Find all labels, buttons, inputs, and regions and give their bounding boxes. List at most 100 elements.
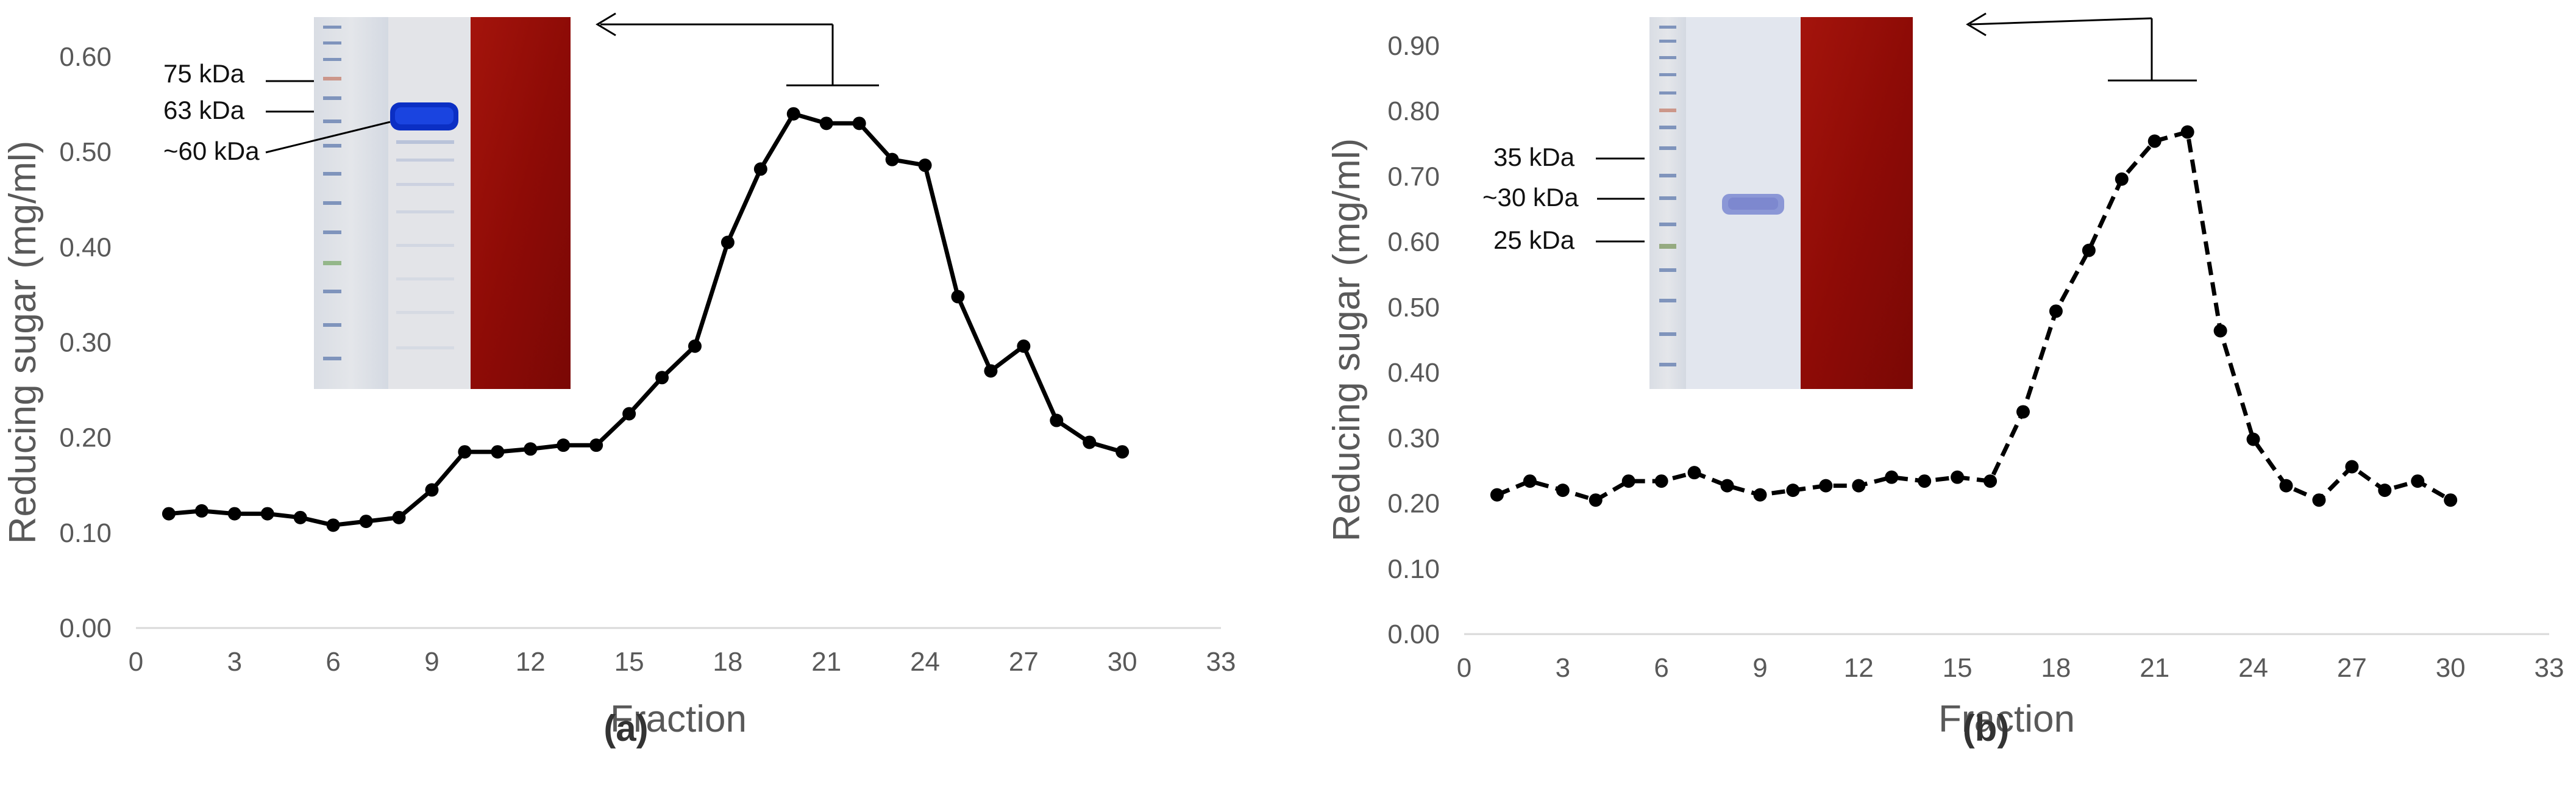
data-point xyxy=(688,339,702,353)
data-point xyxy=(2345,460,2359,474)
series-line-a xyxy=(168,112,1123,527)
svg-text:25 kDa: 25 kDa xyxy=(1493,226,1575,254)
data-point xyxy=(2115,172,2129,186)
data-point xyxy=(819,116,833,130)
data-point xyxy=(1621,474,1635,488)
y-tick-label: 0.00 xyxy=(1387,619,1440,649)
x-tick-label: 27 xyxy=(2337,653,2367,683)
y-tick-label: 0.40 xyxy=(1387,358,1440,388)
y-tick-label: 0.50 xyxy=(59,137,112,167)
svg-text:~30 kDa: ~30 kDa xyxy=(1482,183,1579,212)
x-tick-label: 9 xyxy=(424,647,439,677)
x-axis-title-b: Fraction xyxy=(1938,698,2075,740)
data-point xyxy=(2016,405,2030,419)
y-tick-label: 0.50 xyxy=(1387,293,1440,323)
y-tick-label: 0.70 xyxy=(1387,162,1440,191)
series-line-b xyxy=(1496,130,2452,502)
y-tick-label: 0.20 xyxy=(1387,489,1440,519)
data-point xyxy=(951,290,965,304)
x-tick-label: 33 xyxy=(2535,653,2564,683)
data-point xyxy=(655,371,669,385)
x-tick-label: 3 xyxy=(1556,653,1570,683)
data-point xyxy=(622,407,636,421)
panel-b: 0 3 6 9 12 15 18 21 24 27 30 33 0.00 0.10 0.20 0.30 0.40… xyxy=(1326,12,2564,749)
kda-marker-35-b: 35 kDa xyxy=(1493,143,1645,171)
x-tick-label: 27 xyxy=(1009,647,1039,677)
data-point xyxy=(885,152,899,166)
x-tick-label: 21 xyxy=(2140,653,2169,683)
kda-marker-60-a: ~60 kDa xyxy=(163,121,391,165)
x-axis-title-a: Fraction xyxy=(610,698,747,740)
data-point xyxy=(2213,324,2227,338)
x-tick-label: 0 xyxy=(129,647,143,677)
x-tick-label: 18 xyxy=(2041,653,2071,683)
kda-marker-30-b: ~30 kDa xyxy=(1482,183,1645,212)
y-tick-label: 0.10 xyxy=(1387,554,1440,584)
data-point xyxy=(326,518,340,532)
kda-marker-25-b: 25 kDa xyxy=(1493,226,1645,254)
x-tick-label: 30 xyxy=(1108,647,1137,677)
pooled-fraction-arrow-a xyxy=(596,12,879,87)
pooled-fraction-arrow-b xyxy=(1966,12,2197,82)
data-point xyxy=(589,438,603,452)
svg-text:63 kDa: 63 kDa xyxy=(163,96,245,124)
y-tick-label: 0.60 xyxy=(59,42,112,72)
data-point xyxy=(984,364,998,378)
x-tick-label: 18 xyxy=(713,647,742,677)
data-point xyxy=(918,159,932,173)
data-point xyxy=(2082,243,2096,257)
data-point xyxy=(1523,474,1537,488)
data-point xyxy=(2378,484,2392,498)
data-point xyxy=(557,438,571,452)
svg-text:~60 kDa: ~60 kDa xyxy=(163,137,260,165)
plot-b: 0 3 6 9 12 15 18 21 24 27 30 33 0.00 0.10 0.20 0.30 0.40… xyxy=(1326,31,2564,740)
y-tick-label: 0.20 xyxy=(59,423,112,453)
data-point xyxy=(2279,479,2293,493)
x-tick-label: 15 xyxy=(1943,653,1973,683)
svg-text:75 kDa: 75 kDa xyxy=(163,59,245,88)
data-point xyxy=(1050,413,1064,427)
data-point xyxy=(194,504,208,518)
x-tick-label: 12 xyxy=(1844,653,1874,683)
data-point xyxy=(786,107,800,121)
x-tick-label: 24 xyxy=(2238,653,2268,683)
data-point xyxy=(2444,493,2458,507)
x-tick-label: 30 xyxy=(2436,653,2466,683)
data-point xyxy=(491,445,505,459)
y-tick-label: 0.30 xyxy=(1387,423,1440,453)
panel-label-a: (a) xyxy=(603,708,648,749)
x-tick-label: 24 xyxy=(910,647,940,677)
data-point xyxy=(1885,470,1899,484)
x-tick-label: 9 xyxy=(1752,653,1767,683)
x-tick-label: 15 xyxy=(614,647,644,677)
data-point xyxy=(2312,493,2326,507)
data-point xyxy=(1687,466,1701,480)
data-point xyxy=(2180,125,2194,139)
gel-image-a xyxy=(314,17,571,389)
y-tick-label: 0.80 xyxy=(1387,96,1440,126)
y-tick-label: 0.30 xyxy=(59,328,112,358)
data-point xyxy=(1017,339,1031,353)
x-tick-label: 6 xyxy=(1654,653,1668,683)
data-point xyxy=(2246,432,2260,446)
data-point xyxy=(1720,479,1734,493)
data-point xyxy=(1115,445,1130,459)
data-point xyxy=(1753,488,1767,502)
y-tick-label: 0.40 xyxy=(59,232,112,262)
data-point xyxy=(2049,304,2063,318)
data-point xyxy=(1852,479,1866,493)
data-point xyxy=(1490,488,1504,502)
y-tick-label: 0.90 xyxy=(1387,31,1440,61)
data-point xyxy=(1984,474,1998,488)
x-tick-label: 33 xyxy=(1206,647,1236,677)
data-point xyxy=(1589,493,1603,507)
y-axis-title-b: Reducing sugar (mg/ml) xyxy=(1326,138,1368,542)
panel-label-b: (b) xyxy=(1963,708,2010,749)
y-axis-title-a: Reducing sugar (mg/ml) xyxy=(2,141,44,544)
data-point xyxy=(524,442,538,456)
x-tick-label: 6 xyxy=(326,647,340,677)
data-point xyxy=(720,235,735,249)
data-point xyxy=(1083,435,1097,449)
plot-a: 0 3 6 9 12 15 18 21 24 27 30 33 0.00 0.10 0.20 0.30 0.40… xyxy=(2,42,1236,740)
x-tick-label: 21 xyxy=(811,647,841,677)
